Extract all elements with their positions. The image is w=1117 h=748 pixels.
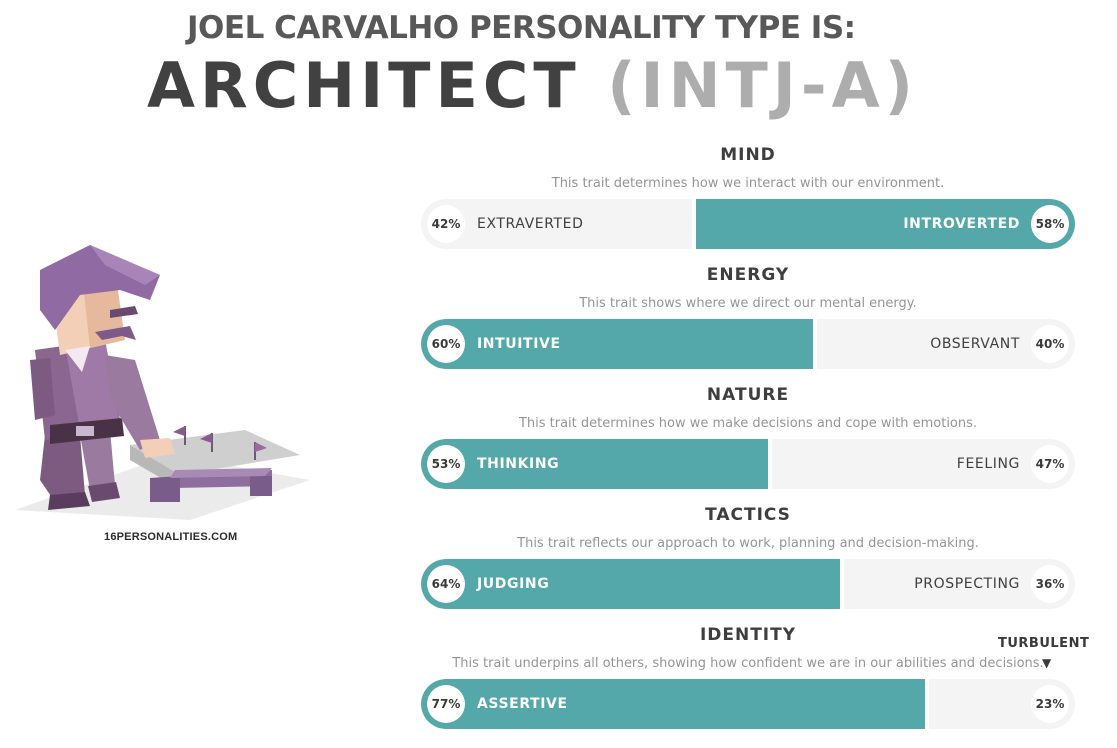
trait-label-assertive: ASSERTIVE	[477, 696, 568, 712]
trait-title-energy: ENERGY	[706, 265, 790, 285]
trait-bar-identity: ASSERTIVE 77% 23%	[421, 679, 1075, 729]
trait-label-thinking: THINKING	[477, 456, 560, 472]
trait-fill-tactics	[421, 559, 840, 609]
trait-percent-energy-right: 40%	[1031, 325, 1069, 363]
trait-percent-identity-right: 23%	[1031, 685, 1069, 723]
turbulent-label: TURBULENT	[998, 636, 1090, 651]
site-label: 16PERSONALITIES.COM	[104, 531, 238, 543]
trait-percent-tactics-right: 36%	[1031, 565, 1069, 603]
result-header: JOEL CARVALHO PERSONALITY TYPE IS: ARCHI…	[0, 0, 1117, 130]
trait-percent-nature-right: 47%	[1031, 445, 1069, 483]
type-code: (INTJ-A)	[607, 49, 918, 122]
personality-type-title: ARCHITECT (INTJ-A)	[147, 52, 918, 120]
trait-fill-identity	[421, 679, 925, 729]
trait-divider	[692, 199, 696, 249]
trait-fill-energy	[421, 319, 813, 369]
trait-fill-mind	[696, 199, 1075, 249]
trait-bar-mind: EXTRAVERTED 42% INTROVERTED 58%	[421, 199, 1075, 249]
trait-divider	[813, 319, 817, 369]
trait-label-judging: JUDGING	[477, 576, 550, 592]
trait-percent-identity-left: 77%	[427, 685, 465, 723]
trait-label-feeling: FEELING	[956, 456, 1020, 472]
trait-description-nature: This trait determines how we make decisi…	[518, 416, 978, 431]
trait-title-identity: IDENTITY	[699, 625, 797, 645]
trait-percent-tactics-left: 64%	[427, 565, 465, 603]
trait-title-mind: MIND	[720, 145, 776, 165]
trait-fill-nature	[421, 439, 768, 489]
trait-description-tactics: This trait reflects our approach to work…	[517, 536, 979, 551]
trait-label-intuitive: INTUITIVE	[477, 336, 561, 352]
trait-percent-mind-right: 58%	[1031, 205, 1069, 243]
trait-bar-nature: THINKING 53% FEELING 47%	[421, 439, 1075, 489]
trait-description-mind: This trait determines how we interact wi…	[551, 176, 945, 191]
trait-title-tactics: TACTICS	[705, 505, 791, 525]
trait-bar-tactics: JUDGING 64% PROSPECTING 36%	[421, 559, 1075, 609]
trait-percent-energy-left: 60%	[427, 325, 465, 363]
trait-title-nature: NATURE	[706, 385, 790, 405]
trait-label-observant: OBSERVANT	[930, 336, 1020, 352]
trait-label-introverted: INTROVERTED	[903, 216, 1020, 232]
trait-divider	[925, 679, 929, 729]
trait-description-identity: This trait underpins all others, showing…	[452, 656, 1044, 671]
trait-label-prospecting: PROSPECTING	[914, 576, 1020, 592]
trait-divider	[768, 439, 772, 489]
triangle-down-icon: ▼	[1042, 656, 1052, 670]
trait-description-energy: This trait shows where we direct our men…	[579, 296, 917, 311]
architect-character-illustration	[10, 240, 340, 530]
trait-bar-energy: INTUITIVE 60% OBSERVANT 40%	[421, 319, 1075, 369]
result-heading: JOEL CARVALHO PERSONALITY TYPE IS:	[187, 10, 856, 46]
type-name: ARCHITECT	[147, 49, 581, 122]
trait-percent-mind-left: 42%	[427, 205, 465, 243]
trait-percent-nature-left: 53%	[427, 445, 465, 483]
trait-label-extraverted: EXTRAVERTED	[477, 216, 584, 232]
trait-divider	[840, 559, 844, 609]
